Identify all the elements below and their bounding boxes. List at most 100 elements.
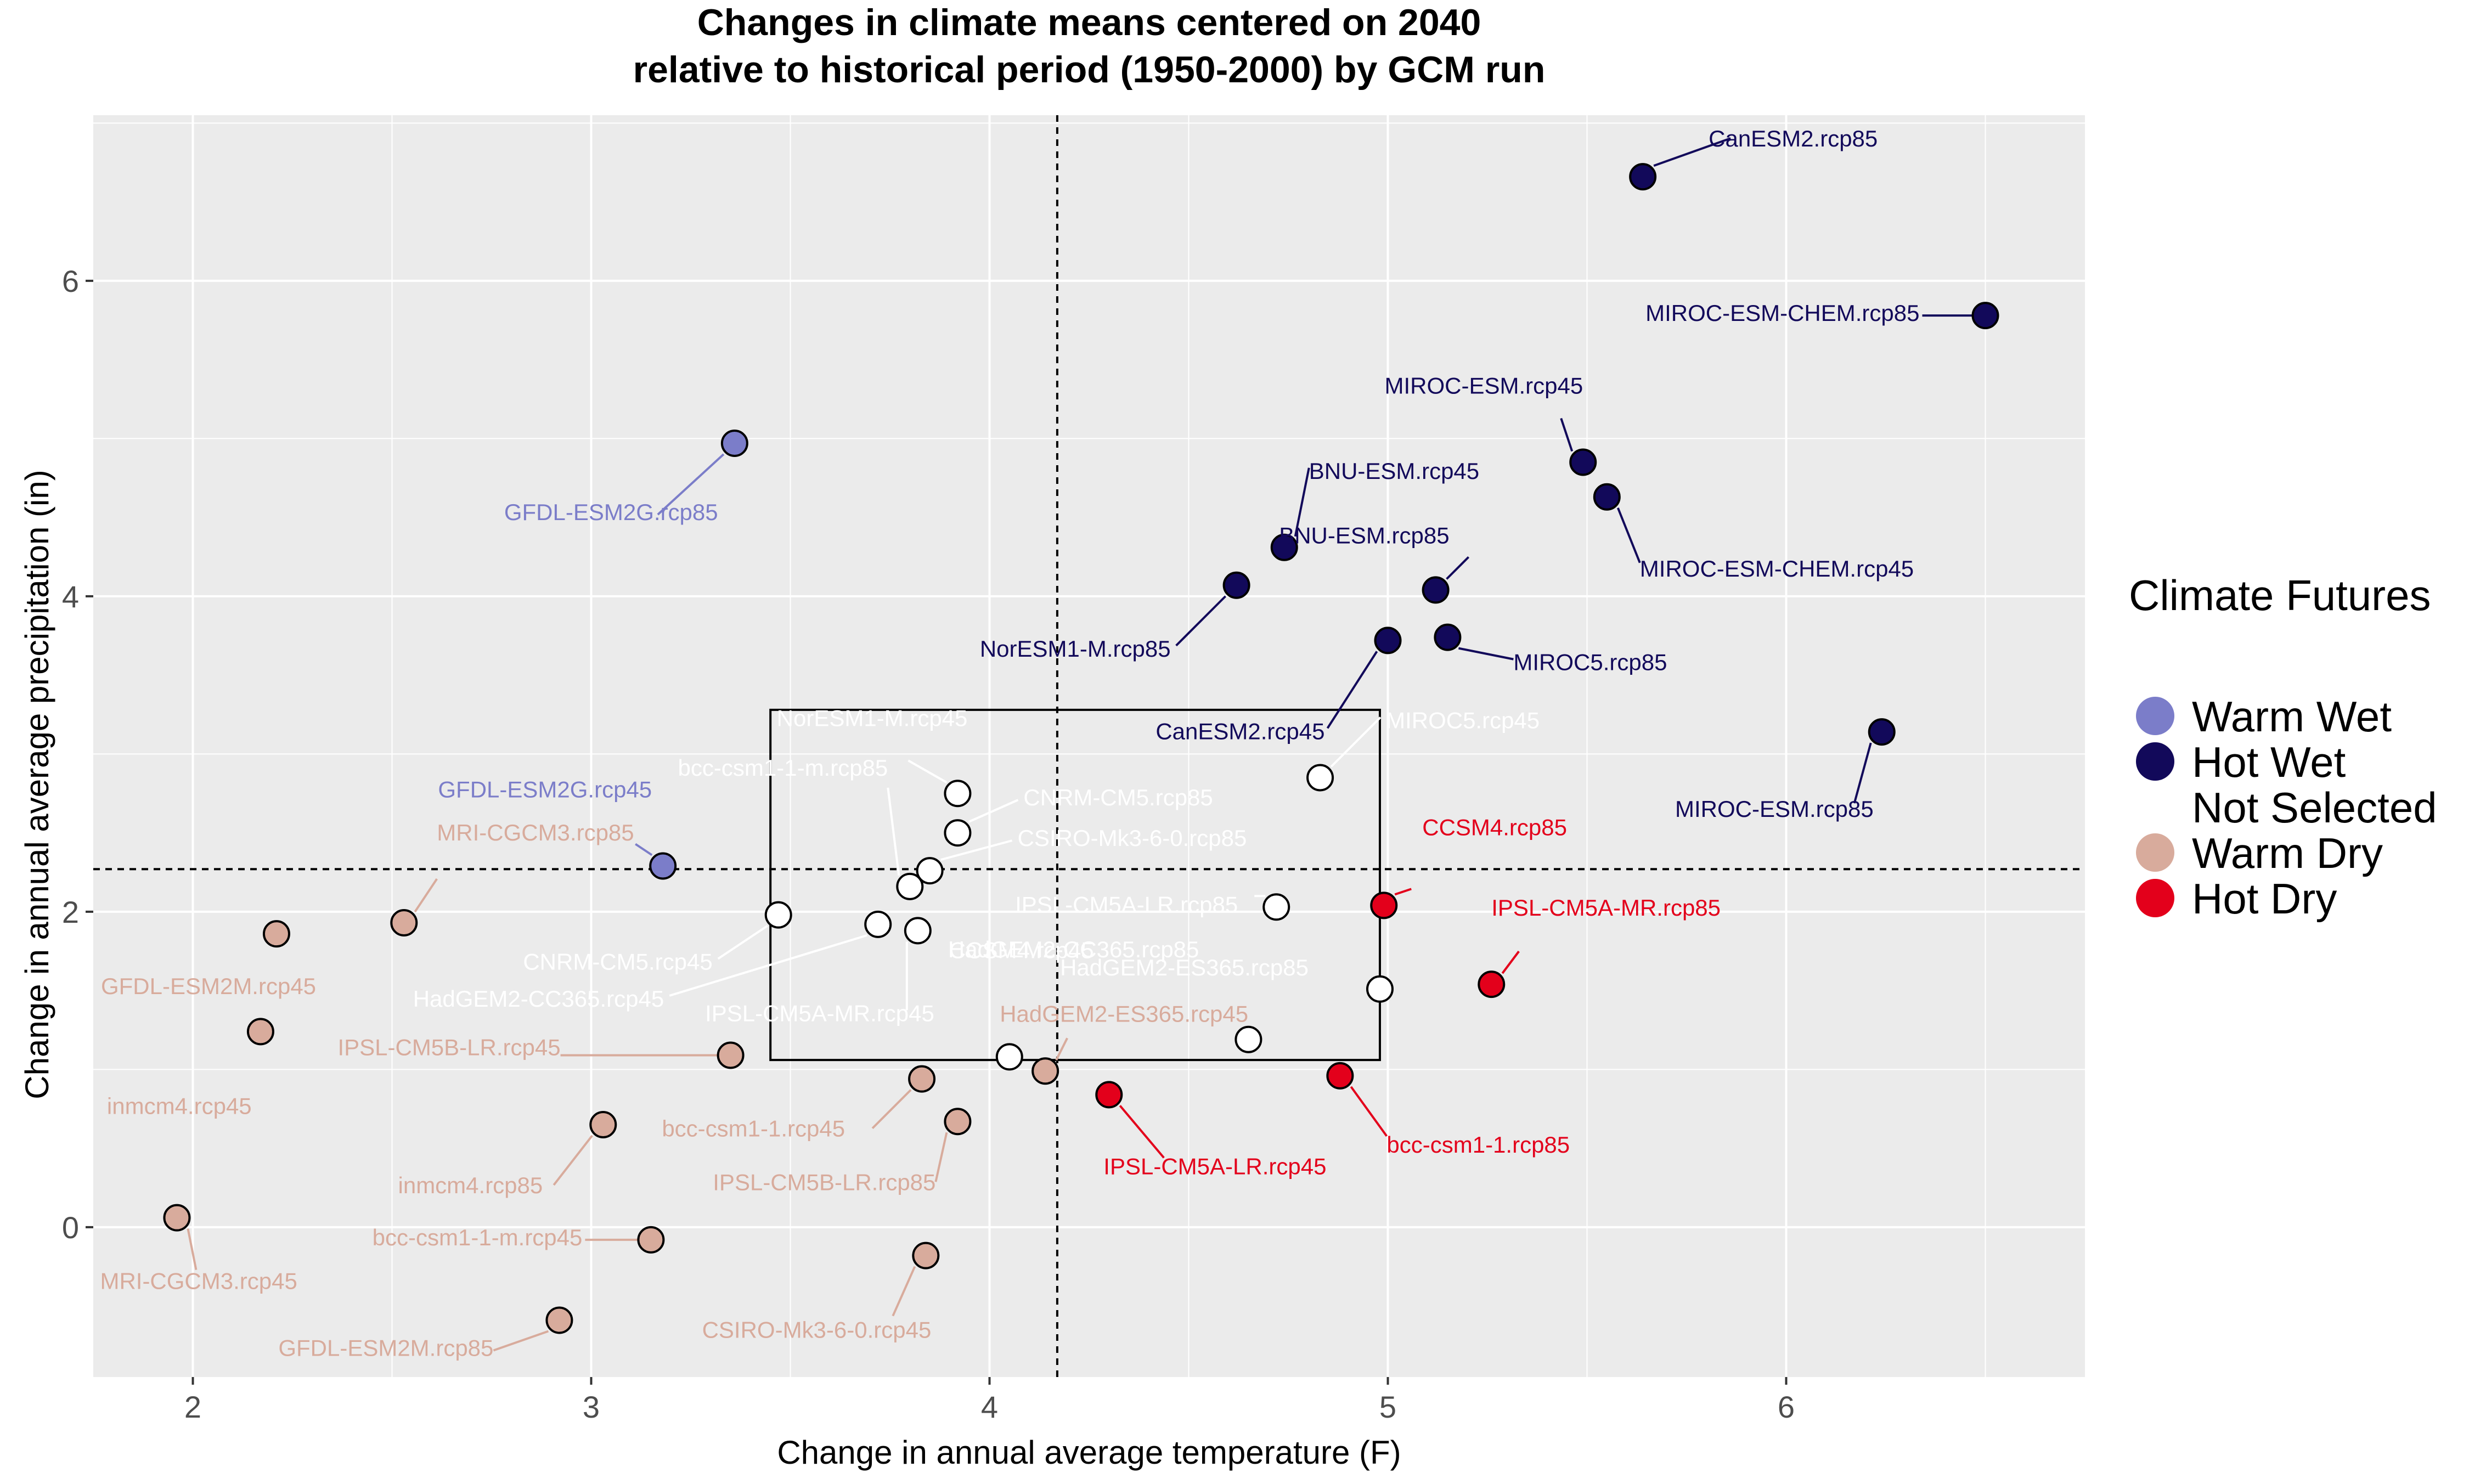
chart-title: Changes in climate means centered on 204… bbox=[697, 2, 1481, 43]
legend-key bbox=[2136, 879, 2174, 917]
x-tick-label: 2 bbox=[184, 1390, 201, 1424]
leader-line bbox=[1501, 950, 1520, 974]
point-label: IPSL-CM5A-LR.rcp45 bbox=[1103, 1153, 1326, 1179]
leader-line bbox=[940, 839, 1013, 861]
leader-line bbox=[871, 1089, 912, 1130]
leader-line bbox=[892, 1266, 916, 1317]
y-axis-label: Change in annual average precipitation (… bbox=[19, 470, 55, 1099]
leader-line bbox=[968, 799, 1019, 823]
leader-line bbox=[635, 843, 653, 856]
legend-key bbox=[2136, 742, 2174, 781]
data-point bbox=[390, 909, 418, 936]
point-label: CCSM4.rcp45 bbox=[949, 937, 1094, 963]
data-point bbox=[163, 1204, 191, 1232]
leader-line bbox=[657, 453, 725, 516]
leader-line bbox=[1394, 888, 1412, 896]
legend-label: Hot Wet bbox=[2192, 738, 2346, 786]
data-point bbox=[1366, 975, 1394, 1003]
point-label: CSIRO-Mk3-6-0.rcp45 bbox=[702, 1317, 932, 1343]
y-tick-label: 6 bbox=[62, 264, 79, 298]
leader-line bbox=[1560, 417, 1574, 452]
leader-line bbox=[1653, 137, 1731, 167]
leader-line bbox=[1119, 1105, 1165, 1159]
data-point bbox=[944, 780, 972, 808]
leader-line bbox=[1616, 507, 1641, 563]
leader-line bbox=[553, 1135, 593, 1186]
point-label: MIROC-ESM-CHEM.rcp85 bbox=[1645, 300, 1919, 326]
data-point bbox=[864, 910, 892, 938]
x-tick-label: 4 bbox=[981, 1390, 998, 1424]
data-point bbox=[908, 1065, 936, 1093]
data-point bbox=[1306, 764, 1334, 792]
data-point bbox=[649, 852, 677, 880]
data-point bbox=[904, 917, 932, 945]
point-label: MIROC-ESM.rcp45 bbox=[1385, 373, 1583, 399]
data-point bbox=[1370, 891, 1398, 919]
data-point bbox=[1422, 576, 1450, 604]
legend-key bbox=[2136, 788, 2174, 826]
data-point bbox=[1593, 483, 1621, 511]
data-point bbox=[1868, 718, 1896, 746]
point-label: GFDL-ESM2G.rcp45 bbox=[438, 777, 652, 803]
point-label: HadGEM2-ES365.rcp85 bbox=[1060, 955, 1309, 980]
data-point bbox=[896, 872, 924, 900]
legend-label: Warm Wet bbox=[2192, 692, 2392, 741]
point-label: inmcm4.rcp85 bbox=[398, 1172, 543, 1198]
data-point bbox=[720, 430, 748, 457]
data-point bbox=[1569, 448, 1597, 476]
data-point bbox=[944, 819, 972, 847]
data-point bbox=[1262, 893, 1290, 921]
point-label: CCSM4.rcp85 bbox=[1422, 814, 1567, 840]
leader-line bbox=[414, 878, 438, 913]
leader-line bbox=[907, 759, 948, 783]
point-label: GFDL-ESM2M.rcp45 bbox=[101, 973, 316, 999]
legend-title: Climate Futures bbox=[2129, 571, 2431, 619]
y-tick-label: 4 bbox=[62, 579, 79, 614]
point-label: MIROC5.rcp45 bbox=[1386, 708, 1540, 733]
point-label: IPSL-CM5B-LR.rcp45 bbox=[337, 1035, 560, 1060]
x-tick-label: 3 bbox=[583, 1390, 600, 1424]
point-label: bcc-csm1-1.rcp45 bbox=[662, 1116, 845, 1142]
leader-line bbox=[1446, 556, 1470, 580]
not-selected-box bbox=[769, 708, 1381, 1062]
leader-line bbox=[717, 924, 768, 960]
data-point bbox=[764, 901, 792, 929]
label-leader-lines bbox=[187, 137, 1975, 1352]
point-label: MIROC5.rcp85 bbox=[1513, 650, 1667, 675]
leader-line bbox=[669, 934, 867, 997]
leader-line bbox=[1175, 595, 1227, 647]
point-label: NorESM1-M.rcp85 bbox=[980, 636, 1171, 662]
data-point bbox=[1629, 163, 1657, 191]
data-point bbox=[1374, 627, 1402, 654]
leader-line bbox=[187, 1228, 198, 1271]
data-point bbox=[912, 1242, 940, 1269]
point-label: bcc-csm1-1-m.rcp85 bbox=[678, 755, 888, 781]
data-point bbox=[1971, 302, 1999, 330]
data-point bbox=[995, 1043, 1023, 1071]
data-point bbox=[1434, 623, 1462, 651]
leader-line bbox=[1055, 1037, 1068, 1061]
data-point bbox=[1222, 571, 1250, 599]
point-label: HadGEM2-ES365.rcp45 bbox=[1000, 1001, 1248, 1026]
point-label: IPSL-CM5A-LR.rcp85 bbox=[1015, 891, 1238, 917]
point-label: inmcm4.rcp45 bbox=[107, 1093, 252, 1119]
data-point bbox=[1095, 1081, 1123, 1109]
point-label: MRI-CGCM3.rcp45 bbox=[100, 1268, 297, 1294]
point-label: IPSL-CM5A-MR.rcp45 bbox=[705, 1000, 934, 1026]
data-point bbox=[589, 1111, 617, 1138]
point-label: HadGEM2-CC365.rcp85 bbox=[948, 936, 1199, 962]
y-tick-label: 0 bbox=[62, 1210, 79, 1245]
data-point bbox=[246, 1018, 274, 1046]
point-label: CanESM2.rcp45 bbox=[1155, 718, 1324, 744]
point-label: BNU-ESM.rcp85 bbox=[1279, 522, 1449, 548]
data-point bbox=[1031, 1057, 1059, 1085]
leader-line bbox=[1458, 647, 1514, 661]
reference-lines bbox=[93, 115, 2085, 1377]
point-label: bcc-csm1-1.rcp85 bbox=[1386, 1132, 1570, 1158]
x-axis-label: Change in annual average temperature (F) bbox=[777, 1434, 1401, 1471]
data-point bbox=[916, 857, 944, 885]
y-tick-label: 2 bbox=[62, 895, 79, 929]
point-label: GFDL-ESM2G.rcp85 bbox=[504, 499, 718, 525]
